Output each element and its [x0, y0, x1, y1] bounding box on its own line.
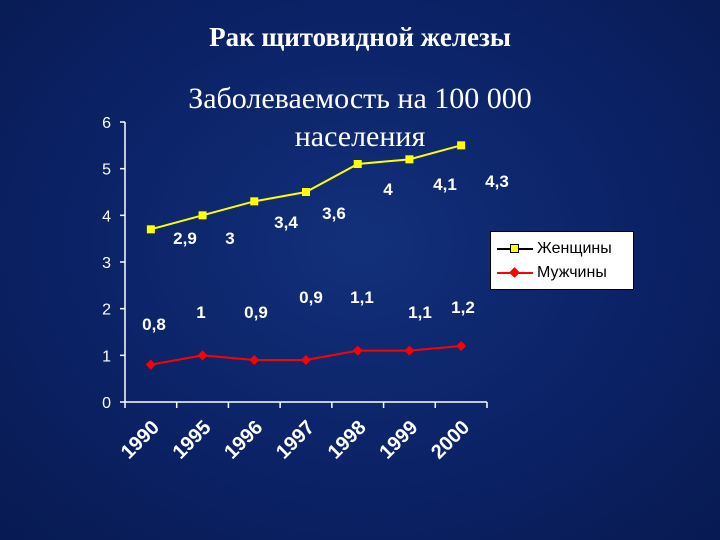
- data-label-men: 0,9: [299, 288, 323, 307]
- data-point-women: [353, 160, 362, 168]
- x-tick-label: 1995: [169, 417, 216, 464]
- data-label-men: 1,1: [408, 303, 432, 322]
- y-tick-label: 0: [102, 395, 111, 412]
- data-point-women: [457, 141, 466, 150]
- data-point-men: [404, 345, 415, 356]
- legend-swatch-women: [497, 241, 533, 257]
- y-tick-label: 2: [102, 302, 111, 319]
- data-label-women: 4,1: [433, 175, 457, 194]
- data-label-women: 3,6: [322, 204, 346, 223]
- x-tick-label: 1997: [272, 417, 319, 464]
- data-label-men: 1,2: [451, 298, 475, 317]
- y-tick-label: 4: [102, 208, 111, 225]
- legend-item-women: Женщины: [497, 239, 612, 259]
- legend-label-men: Мужчины: [537, 264, 607, 281]
- x-tick-label: 1996: [220, 417, 267, 464]
- y-tick-label: 1: [102, 348, 111, 365]
- data-label-women: 2,9: [173, 229, 197, 248]
- data-point-women: [146, 225, 155, 234]
- data-label-men: 1,1: [350, 288, 374, 307]
- data-label-women: 4,3: [485, 172, 509, 191]
- legend-label-women: Женщины: [537, 240, 612, 257]
- data-label-men: 0,8: [142, 315, 166, 334]
- data-label-men: 1: [196, 303, 205, 322]
- data-point-women: [302, 188, 310, 196]
- chart-title: Заболеваемость на 100 000 населения: [188, 82, 532, 153]
- slide-title: Рак щитовидной железы: [209, 22, 511, 52]
- data-point-men: [197, 350, 208, 361]
- legend-item-men: Мужчины: [497, 263, 607, 283]
- x-tick-label: 1990: [117, 417, 164, 464]
- data-point-men: [456, 341, 467, 351]
- x-tick-label: 1998: [324, 417, 371, 464]
- y-tick-label: 5: [102, 162, 111, 179]
- data-point-men: [352, 345, 363, 356]
- legend-swatch-men: [497, 265, 533, 281]
- data-point-women: [198, 211, 207, 220]
- data-point-men: [145, 359, 156, 370]
- data-label-women: 3: [225, 229, 234, 248]
- series-line-women: [150, 144, 462, 231]
- data-label-women: 3,4: [274, 213, 298, 232]
- y-tick-label: 3: [102, 255, 111, 272]
- data-point-women: [405, 155, 414, 164]
- data-point-men: [301, 355, 311, 365]
- data-label-men: 0,9: [244, 303, 268, 322]
- data-point-women: [250, 197, 259, 206]
- x-tick-label: 2000: [427, 417, 474, 464]
- data-label-women: 4: [383, 180, 393, 199]
- chart-legend: Женщины Мужчины: [490, 231, 634, 290]
- x-tick-label: 1999: [375, 417, 422, 464]
- y-tick-label: 6: [102, 115, 111, 132]
- data-point-men: [249, 355, 260, 365]
